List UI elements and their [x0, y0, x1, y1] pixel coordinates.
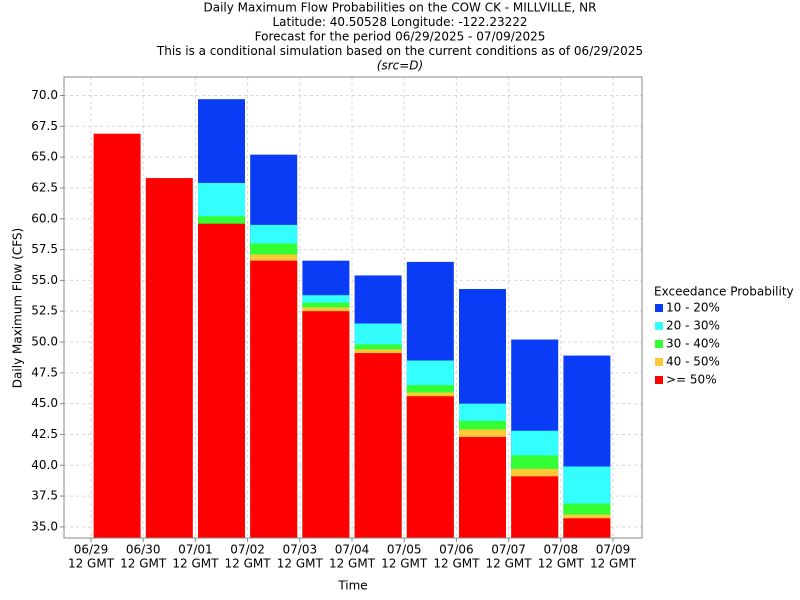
y-tick-label: 62.5 — [31, 180, 58, 194]
y-tick-label: 40.0 — [31, 458, 58, 472]
y-tick-label: 37.5 — [31, 489, 58, 503]
y-tick-label: 50.0 — [31, 335, 58, 349]
bar — [354, 353, 402, 538]
legend-swatch — [655, 304, 663, 312]
y-axis-label: Daily Maximum Flow (CFS) — [11, 228, 25, 388]
x-tick-label: 06/30 — [126, 543, 161, 557]
y-tick-label: 60.0 — [31, 211, 58, 225]
x-tick-label: 12 GMT — [538, 557, 585, 571]
bar — [459, 436, 506, 538]
bar — [198, 223, 245, 538]
x-tick-label: 07/07 — [491, 543, 526, 557]
x-tick-label: 12 GMT — [381, 557, 428, 571]
bar — [93, 133, 141, 538]
legend-swatch — [655, 376, 663, 384]
y-tick-label: 67.5 — [31, 119, 58, 133]
bar — [511, 476, 559, 538]
legend-swatch — [655, 358, 663, 366]
x-tick-label: 07/01 — [178, 543, 213, 557]
legend-swatch — [655, 340, 663, 348]
x-tick-label: 12 GMT — [486, 557, 533, 571]
legend-label: 10 - 20% — [666, 301, 720, 315]
x-tick-label: 12 GMT — [225, 557, 272, 571]
y-tick-label: 45.0 — [31, 396, 58, 410]
y-tick-label: 57.5 — [31, 242, 58, 256]
y-tick-label: 47.5 — [31, 365, 58, 379]
y-tick-label: 65.0 — [31, 150, 58, 164]
chart-title: (src=D) — [377, 59, 423, 73]
bar — [563, 518, 611, 538]
legend-label: >= 50% — [666, 373, 717, 387]
y-tick-label: 70.0 — [31, 88, 58, 102]
bar — [302, 311, 350, 538]
x-tick-label: 06/29 — [74, 543, 109, 557]
x-tick-label: 12 GMT — [277, 557, 324, 571]
legend-swatch — [655, 322, 663, 330]
x-tick-label: 12 GMT — [590, 557, 637, 571]
x-tick-label: 12 GMT — [329, 557, 376, 571]
legend-title: Exceedance Probability — [654, 285, 794, 299]
x-tick-label: 07/08 — [544, 543, 579, 557]
x-tick-label: 07/04 — [335, 543, 370, 557]
chart-title: Latitude: 40.50528 Longitude: -122.23222 — [272, 15, 527, 29]
bar — [250, 260, 298, 538]
y-tick-label: 35.0 — [31, 519, 58, 533]
y-tick-label: 42.5 — [31, 427, 58, 441]
bar — [406, 396, 454, 538]
chart-title: This is a conditional simulation based o… — [156, 44, 643, 58]
chart-title: Forecast for the period 06/29/2025 - 07/… — [255, 30, 546, 44]
y-tick-label: 55.0 — [31, 273, 58, 287]
x-tick-label: 07/02 — [230, 543, 265, 557]
chart-title: Daily Maximum Flow Probabilities on the … — [203, 1, 596, 15]
legend-label: 20 - 30% — [666, 319, 720, 333]
x-tick-label: 12 GMT — [68, 557, 115, 571]
legend-label: 30 - 40% — [666, 337, 720, 351]
x-axis-label: Time — [337, 579, 367, 593]
x-tick-label: 07/03 — [283, 543, 318, 557]
x-tick-label: 12 GMT — [172, 557, 219, 571]
legend-label: 40 - 50% — [666, 355, 720, 369]
x-tick-label: 12 GMT — [433, 557, 480, 571]
x-tick-label: 07/09 — [596, 543, 631, 557]
bar — [145, 178, 193, 538]
x-tick-label: 12 GMT — [120, 557, 167, 571]
plot-border — [63, 76, 643, 539]
y-tick-label: 52.5 — [31, 304, 58, 318]
x-tick-label: 07/06 — [439, 543, 474, 557]
x-tick-label: 07/05 — [387, 543, 422, 557]
